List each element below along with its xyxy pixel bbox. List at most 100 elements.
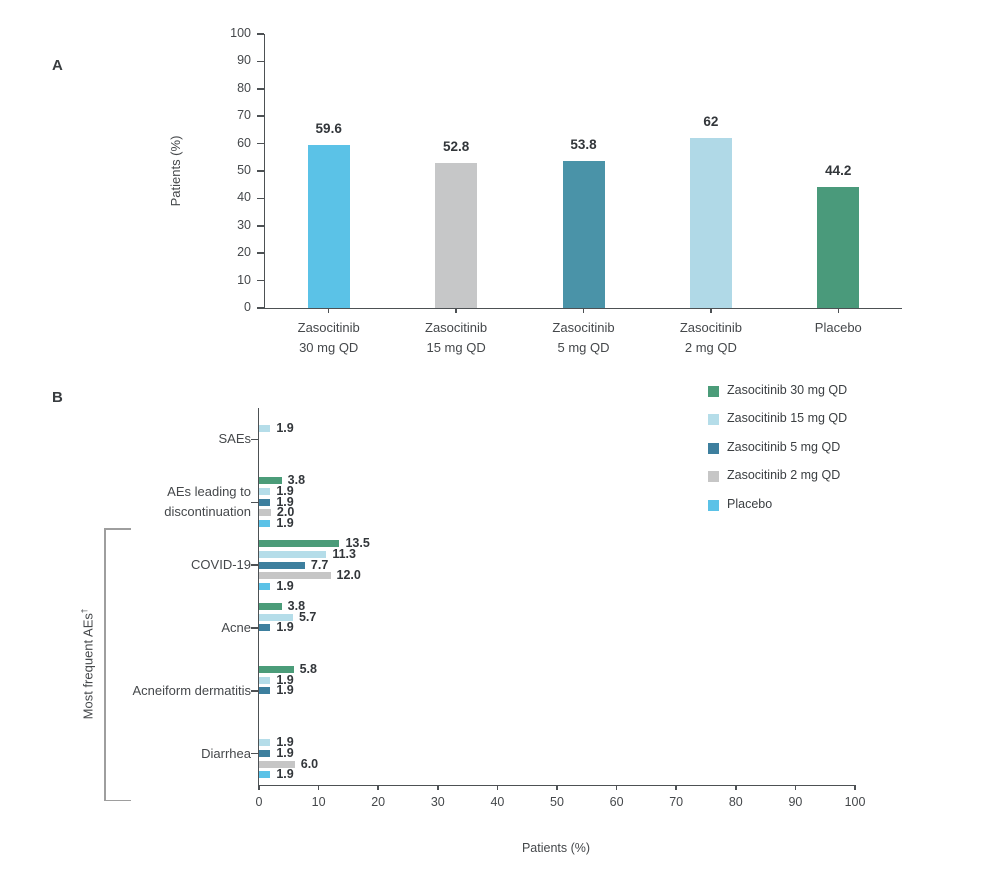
x-axis-tick	[455, 308, 457, 313]
bar	[259, 676, 271, 684]
y-axis-tick	[251, 501, 258, 503]
y-axis-tick	[251, 438, 258, 441]
category-label-line: Zasocitinib	[679, 320, 742, 335]
bar	[259, 488, 271, 496]
legend-item: Zasocitinib 30 mg QD	[708, 383, 908, 399]
category-label-line: Zasocitinib	[297, 320, 360, 335]
bar-value-label: 7.7	[310, 557, 329, 572]
category-label-line: 30 mg QD	[299, 340, 359, 355]
x-axis-tick	[854, 785, 856, 790]
category-label-line: Diarrhea	[201, 745, 251, 761]
bar	[259, 750, 271, 758]
y-axis-tick-label: 10	[237, 272, 251, 287]
x-axis-tick	[582, 308, 585, 313]
category-label-line: Acneiform dermatitis	[132, 682, 251, 698]
bar	[817, 186, 860, 308]
category-label-line: 5 mg QD	[557, 340, 610, 355]
bar	[259, 687, 271, 695]
panel-b-plot-area: 0 10 20 30 40 50 60 70 80 90 100 SAEs 1.9 AEs leading…	[133, 408, 865, 809]
x-axis-tick	[615, 785, 618, 790]
panel-a-letter: A	[52, 57, 63, 74]
bar-value-label: 59.6	[315, 120, 342, 136]
bar	[259, 603, 282, 611]
bar-value-label: 62	[703, 114, 719, 130]
bar	[259, 624, 271, 632]
category-label-line: 15 mg QD	[426, 340, 486, 355]
panel-a-y-axis-title: Patients (%)	[168, 135, 183, 207]
bracket-top-arm	[104, 528, 131, 530]
legend-swatch	[708, 471, 719, 483]
y-axis-category-label: Acneiform dermatitis	[73, 681, 251, 701]
bar-value-label: 6.0	[300, 756, 319, 771]
x-axis-category-label: Zasocitinib 30 mg QD	[264, 318, 394, 358]
legend-swatch	[708, 386, 719, 397]
legend-item: Placebo	[708, 497, 908, 513]
bar	[259, 498, 271, 506]
bar-value-label: 1.9	[276, 767, 294, 782]
x-axis-tick	[317, 785, 320, 790]
panel-b-legend: Zasocitinib 30 mg QD Zasocitinib 15 mg QD…	[708, 383, 908, 533]
y-axis-category-label: AEs leading to discontinuation	[73, 482, 251, 522]
x-axis-tick-label: 30	[430, 795, 445, 809]
y-axis-tick-label: 80	[237, 80, 251, 95]
panel-b-letter: B	[52, 389, 63, 406]
bar	[259, 613, 293, 621]
bar-value-label: 2.0	[276, 505, 295, 520]
y-axis-tick-label: 90	[237, 53, 251, 68]
x-axis-category-label: Placebo	[773, 318, 903, 338]
x-axis-tick	[556, 785, 558, 790]
x-axis-tick	[377, 785, 379, 790]
bar-value-label: 1.9	[276, 484, 294, 499]
bar-value-label: 52.8	[442, 139, 470, 155]
x-axis-tick	[837, 308, 840, 313]
x-axis-tick-label: 60	[609, 795, 624, 809]
y-axis-tick	[257, 170, 264, 172]
y-axis-tick	[257, 252, 264, 254]
x-axis-tick-label: 0	[255, 795, 263, 809]
y-axis-tick-label: 20	[237, 245, 251, 260]
x-axis-tick-label: 100	[844, 795, 866, 809]
category-label-line: Placebo	[814, 320, 862, 335]
bar	[307, 144, 350, 308]
x-axis-category-label: Zasocitinib 2 mg QD	[646, 318, 776, 358]
bar	[259, 771, 271, 779]
bracket-label: Most frequent AEs†	[80, 554, 98, 774]
x-axis-tick-label: 40	[490, 795, 505, 809]
y-axis-tick	[257, 197, 264, 200]
y-axis-tick-label: 50	[237, 163, 251, 177]
legend-label: Zasocitinib 5 mg QD	[727, 439, 841, 454]
bracket-bottom-arm	[104, 799, 131, 801]
y-axis-tick	[257, 279, 264, 282]
y-axis-category-label: Diarrhea	[73, 744, 251, 764]
category-label-line: AEs leading to	[167, 484, 251, 500]
y-axis-tick	[257, 142, 264, 145]
x-axis-tick-label: 90	[788, 795, 803, 809]
legend-item: Zasocitinib 15 mg QD	[708, 411, 908, 427]
bar	[689, 138, 732, 308]
bar	[259, 520, 271, 528]
y-axis-tick-label: 30	[237, 217, 251, 232]
x-axis-tick	[675, 785, 677, 790]
y-axis-tick	[257, 307, 264, 309]
bar	[259, 665, 294, 673]
y-axis-tick	[257, 60, 264, 63]
x-axis-tick	[496, 785, 499, 790]
x-axis-tick-label: 50	[550, 795, 564, 809]
bracket-label-dagger: †	[80, 608, 89, 614]
bar	[259, 760, 295, 768]
y-axis-tick	[257, 88, 264, 90]
legend-swatch	[708, 499, 719, 511]
legend-label: Zasocitinib 2 mg QD	[727, 468, 841, 483]
bar	[259, 561, 305, 569]
bar-value-label: 5.7	[298, 609, 317, 624]
bar	[259, 582, 271, 590]
legend-label: Zasocitinib 30 mg QD	[727, 383, 848, 397]
bar-value-label: 1.9	[276, 421, 294, 436]
x-axis-tick-label: 70	[669, 795, 684, 809]
category-label-line: 2 mg QD	[684, 340, 737, 355]
y-axis-tick	[257, 225, 264, 227]
bar-value-label: 13.5	[345, 536, 370, 551]
x-axis-tick	[794, 785, 797, 790]
x-axis-category-label: Zasocitinib 15 mg QD	[391, 318, 521, 358]
